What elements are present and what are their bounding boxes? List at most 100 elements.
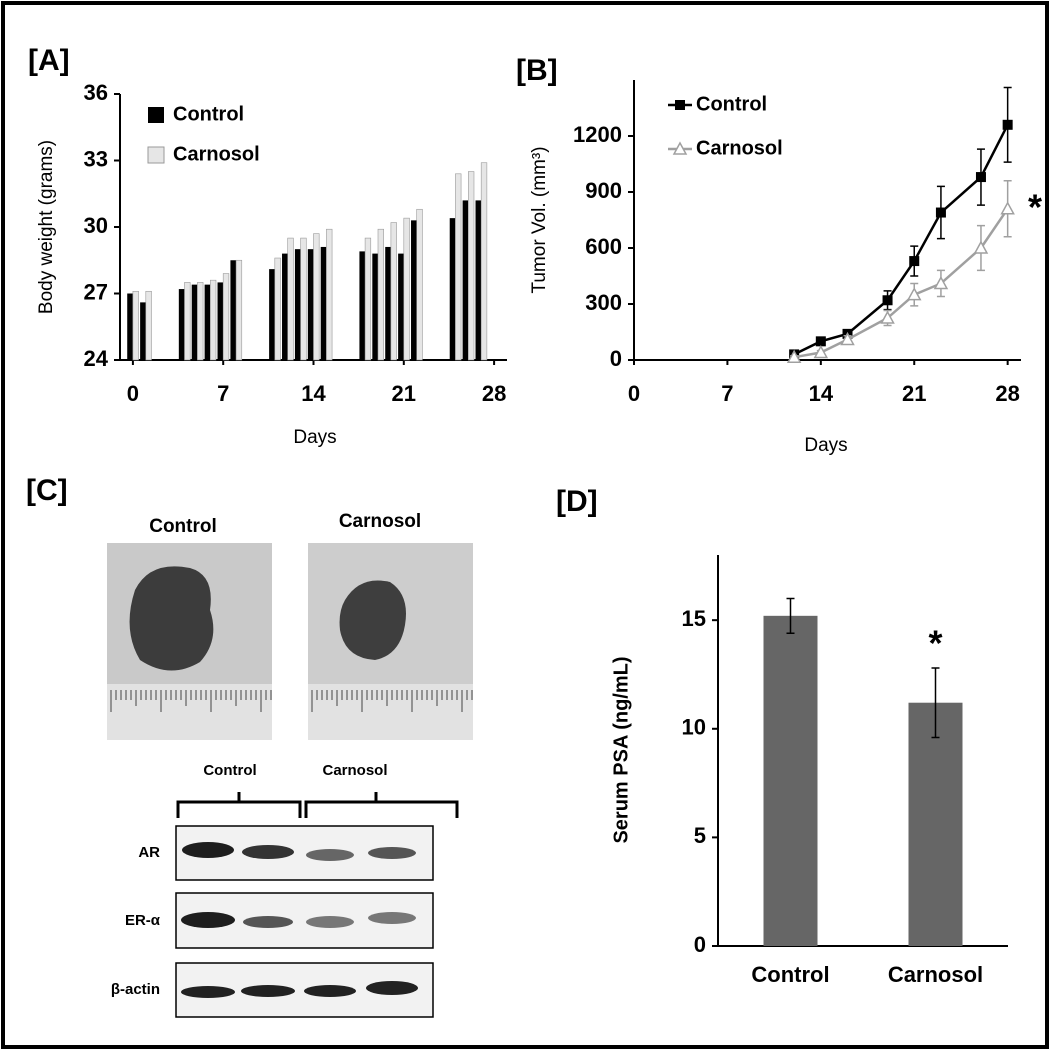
bar (132, 290, 139, 361)
x-tick-label: Control (751, 962, 829, 987)
y-axis-title: Tumor Vol. (mm³) (529, 146, 550, 293)
bar (385, 246, 391, 360)
bar (235, 259, 243, 361)
bar (416, 208, 423, 361)
y-tick-label: 36 (84, 80, 108, 105)
x-tick-label: 14 (809, 381, 834, 406)
y-tick-label: 15 (682, 606, 706, 631)
y-tick-label: 5 (694, 823, 706, 848)
marker (882, 295, 893, 306)
tumor (129, 566, 214, 671)
y-tick-label: 30 (84, 213, 108, 238)
photo-label: Carnosol (339, 511, 421, 532)
bar (217, 282, 224, 360)
y-axis-title: Serum PSA (ng/mL) (610, 656, 632, 843)
x-axis-title: Days (804, 435, 847, 456)
blot-row: AR (138, 844, 160, 861)
annotation: * (1028, 187, 1042, 228)
bar (287, 237, 294, 361)
bar (449, 218, 456, 360)
band (368, 912, 416, 924)
x-tick-label: 7 (217, 381, 229, 406)
bar (455, 173, 462, 361)
x-tick-label: 28 (995, 381, 1019, 406)
line (793, 208, 1009, 359)
ruler (107, 684, 272, 740)
band (306, 849, 354, 861)
band (182, 842, 234, 858)
marker (909, 256, 920, 267)
marker (935, 207, 946, 218)
y-tick-label: 600 (585, 234, 622, 259)
bar (411, 220, 417, 360)
x-tick-label: Carnosol (888, 962, 983, 987)
bar (398, 253, 404, 360)
blot (175, 825, 434, 1018)
bar (403, 217, 410, 361)
bar (184, 282, 191, 361)
annotation: * (928, 622, 942, 663)
bar (178, 289, 185, 360)
panel-label: [A] (28, 44, 70, 77)
legend-label: Carnosol (173, 143, 260, 165)
bar (230, 260, 237, 360)
bar (145, 290, 152, 361)
bar (462, 200, 469, 360)
y-tick-label: 1200 (573, 122, 622, 147)
bracket (176, 792, 459, 818)
x-tick-label: 7 (721, 381, 733, 406)
marker (973, 240, 989, 254)
bar (204, 284, 211, 360)
marker (933, 275, 949, 290)
bar (210, 279, 217, 361)
bar (377, 228, 384, 361)
marker (786, 349, 802, 363)
legend-marker (675, 100, 685, 110)
y-tick-label: 900 (585, 178, 622, 203)
tumor (339, 580, 406, 660)
bar (763, 615, 818, 946)
x-tick-label: 28 (482, 381, 506, 406)
bar (191, 284, 198, 360)
panel-label: [D] (556, 485, 598, 518)
panel-label: [C] (26, 474, 68, 507)
band (181, 912, 235, 928)
bar (282, 253, 288, 360)
y-tick-label: 24 (84, 346, 109, 371)
error-bar (931, 667, 940, 739)
bar (326, 228, 333, 361)
bar (127, 293, 133, 360)
bar (475, 200, 482, 360)
panel-label: [B] (516, 54, 558, 87)
marker (975, 172, 986, 183)
bar (364, 237, 372, 361)
bar (359, 251, 366, 360)
x-tick-label: 21 (902, 381, 926, 406)
band (181, 986, 235, 998)
bar (222, 273, 230, 361)
bar (294, 249, 301, 360)
blot-row: β-actin (111, 981, 160, 998)
marker (840, 331, 855, 346)
photo-label: Control (149, 516, 217, 537)
legend-swatch (147, 146, 165, 164)
bar (307, 249, 314, 360)
marker (1000, 201, 1015, 215)
photo-control (107, 543, 272, 740)
legend-label: Control (173, 103, 244, 125)
y-tick-label: 0 (610, 346, 622, 371)
legend-label: Carnosol (696, 137, 783, 159)
band (243, 916, 293, 928)
bar (269, 269, 275, 360)
bar (313, 233, 320, 361)
x-tick-label: 0 (628, 381, 640, 406)
bar (274, 257, 281, 361)
blot-row: ER-α (125, 912, 161, 929)
marker (880, 310, 895, 324)
band (366, 981, 418, 995)
band (242, 845, 294, 859)
y-tick-label: 10 (682, 715, 706, 740)
marker (1002, 119, 1013, 130)
bar (320, 246, 327, 360)
